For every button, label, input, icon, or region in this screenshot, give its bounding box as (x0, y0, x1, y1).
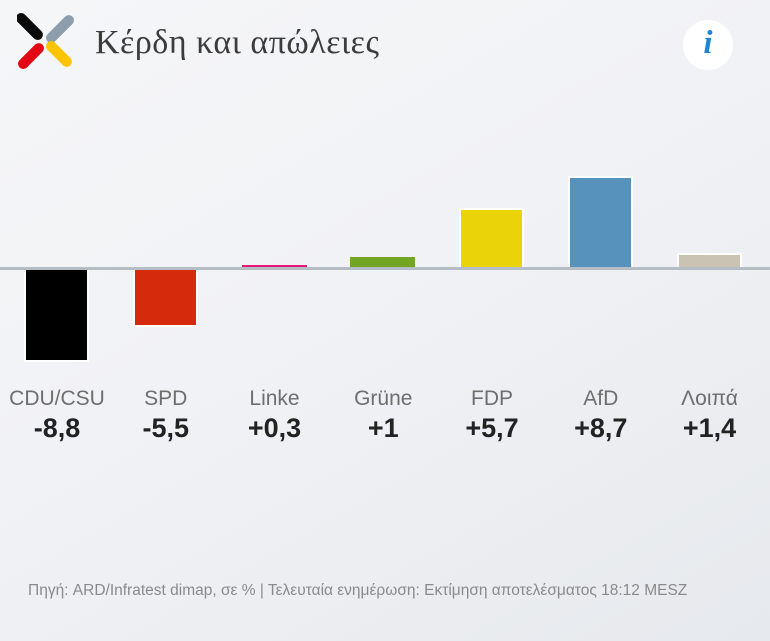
logo-stroke-black (17, 13, 43, 40)
source-note: Πηγή: ARD/Infratest dimap, σε % | Τελευτ… (28, 582, 688, 599)
bar-column: Grüne +1 (329, 0, 437, 500)
bar-column: Λοιπά +1,4 (656, 0, 764, 500)
category-label: FDP (471, 387, 513, 410)
zero-axis-line (0, 267, 770, 270)
bar-column: Linke +0,3 (221, 0, 329, 500)
value-label: +1 (367, 413, 399, 443)
category-label: CDU/CSU (9, 387, 105, 410)
bar (24, 269, 89, 362)
info-icon: i (703, 24, 713, 61)
category-label: Grüne (354, 387, 413, 410)
category-label: SPD (144, 387, 188, 410)
bar (567, 176, 633, 268)
bar (132, 269, 198, 327)
bar (350, 257, 416, 268)
value-label: -5,5 (142, 413, 190, 443)
value-label: +5,7 (465, 413, 519, 443)
logo-stroke-red (18, 43, 44, 69)
value-label: +0,3 (247, 413, 302, 443)
logo-stroke-yellow (46, 41, 72, 67)
bar-column: CDU/CSU -8,8 (3, 0, 111, 500)
bar-column: FDP +5,7 (438, 0, 546, 500)
category-label: Λοιπά (681, 387, 738, 410)
broadcaster-x-logo (17, 13, 74, 69)
bar-column: SPD -5,5 (112, 0, 220, 500)
value-label: +8,7 (574, 413, 628, 443)
bar (241, 265, 307, 268)
bar (459, 208, 524, 268)
category-label: AfD (583, 387, 619, 410)
value-label: +1,4 (682, 413, 737, 443)
bar (676, 253, 742, 268)
value-label: -8,8 (33, 413, 81, 443)
category-label: Linke (249, 387, 300, 410)
logo-stroke-gray (46, 15, 74, 44)
page-title: Κέρδη και απώλειες (95, 24, 380, 61)
info-button[interactable]: i (683, 20, 733, 70)
bar-column: AfD +8,7 (547, 0, 655, 500)
